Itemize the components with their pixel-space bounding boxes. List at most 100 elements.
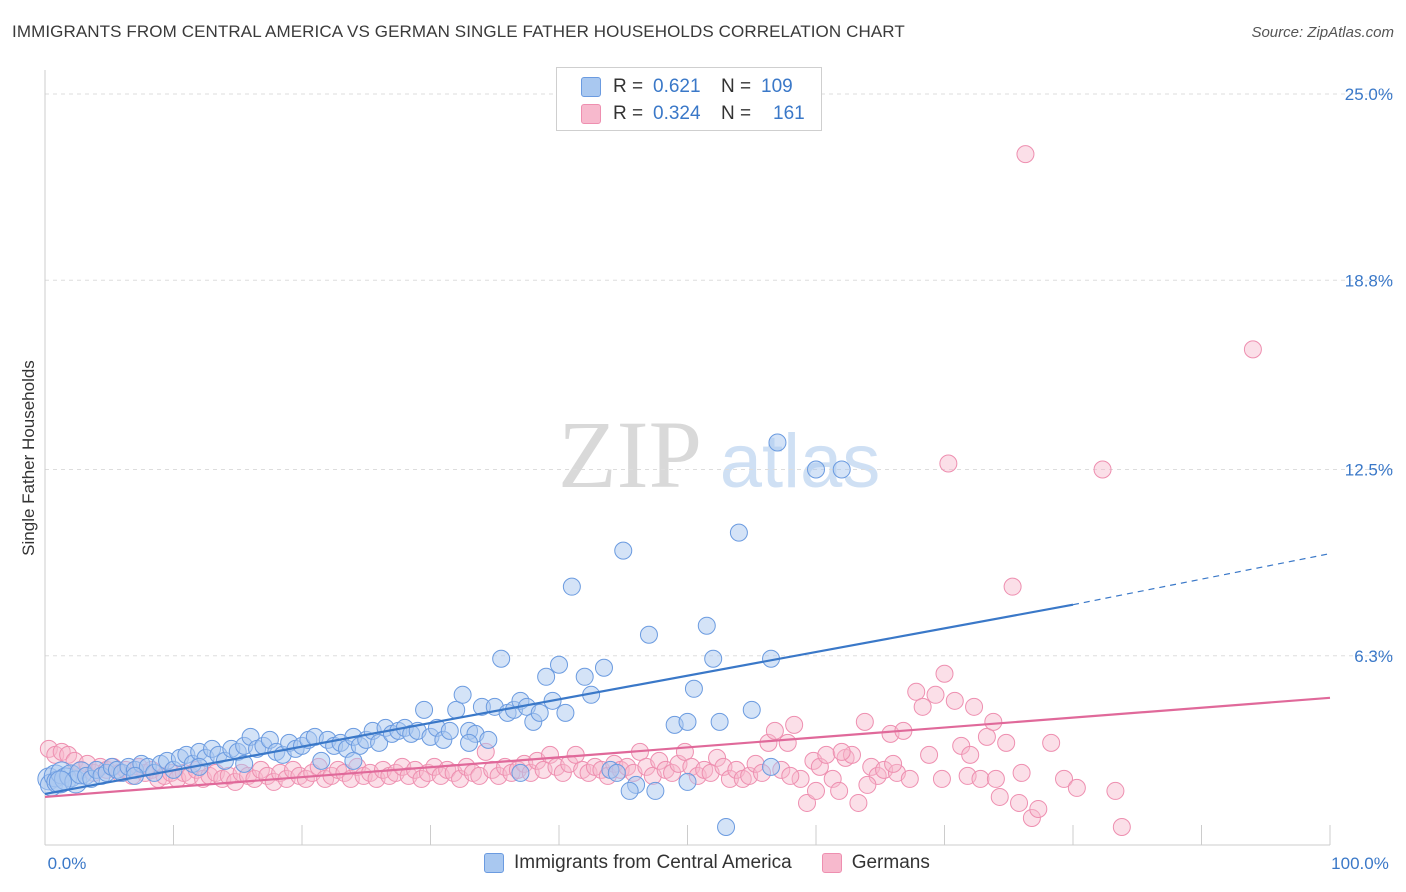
data-point-germans bbox=[986, 769, 1005, 788]
trend-line-germans bbox=[44, 696, 1331, 799]
data-point-germans bbox=[1016, 145, 1035, 164]
data-point-central-america bbox=[614, 541, 633, 560]
data-point-germans bbox=[1010, 793, 1029, 812]
data-point-germans bbox=[935, 664, 954, 683]
data-point-central-america bbox=[235, 754, 254, 773]
axis-labels: 6.3% 12.5% 18.8% 25.0% 0.0% 100.0% Single Fath… bbox=[19, 85, 1393, 873]
data-point-germans bbox=[926, 685, 945, 704]
legend-n-value: 109 bbox=[761, 76, 793, 97]
data-point-germans bbox=[842, 745, 861, 764]
legend-label-central-america: Immigrants from Central America bbox=[514, 852, 792, 873]
data-point-germans bbox=[765, 721, 784, 740]
data-point-germans bbox=[1067, 778, 1086, 797]
legend-row-central-america: R = 0.621 N = 109 bbox=[581, 74, 793, 100]
data-point-germans bbox=[990, 787, 1009, 806]
data-point-germans bbox=[1022, 808, 1041, 827]
data-point-central-america bbox=[646, 781, 665, 800]
data-point-germans bbox=[785, 715, 804, 734]
data-point-germans bbox=[1243, 340, 1262, 359]
data-point-germans bbox=[913, 697, 932, 716]
data-point-germans bbox=[798, 793, 817, 812]
correlation-legend: R = 0.621 N = 109 R = 0.324 N = 161 bbox=[556, 67, 822, 131]
legend-n-label: N = bbox=[721, 103, 752, 124]
data-point-central-america bbox=[832, 460, 851, 479]
legend-r-value: 0.324 bbox=[653, 103, 701, 124]
data-point-central-america bbox=[697, 616, 716, 635]
data-point-germans bbox=[849, 793, 868, 812]
data-point-central-america bbox=[742, 700, 761, 719]
legend-swatch-blue bbox=[484, 853, 504, 873]
data-point-germans bbox=[884, 754, 903, 773]
data-point-central-america bbox=[556, 703, 575, 722]
y-tick-label: 18.8% bbox=[1345, 271, 1393, 290]
chart-title: IMMIGRANTS FROM CENTRAL AMERICA VS GERMA… bbox=[12, 22, 905, 41]
data-point-central-america bbox=[537, 667, 556, 686]
data-point-central-america bbox=[729, 523, 748, 542]
data-point-central-america bbox=[768, 433, 787, 452]
data-point-germans bbox=[807, 781, 825, 800]
data-point-central-america bbox=[717, 817, 736, 836]
data-point-central-america bbox=[530, 703, 549, 722]
data-point-germans bbox=[1106, 781, 1125, 800]
data-point-central-america bbox=[511, 763, 530, 782]
data-point-central-america bbox=[562, 577, 581, 596]
legend-r-value: 0.621 bbox=[653, 76, 701, 97]
legend-item-central-america[interactable]: Immigrants from Central America bbox=[484, 852, 792, 874]
data-point-central-america bbox=[550, 655, 568, 674]
data-point-central-america bbox=[762, 757, 781, 776]
data-point-germans bbox=[778, 733, 797, 752]
data-point-central-america bbox=[678, 712, 697, 731]
data-point-germans bbox=[945, 691, 964, 710]
data-point-central-america bbox=[807, 460, 825, 479]
data-point-central-america bbox=[312, 751, 331, 770]
watermark-atlas: atlas bbox=[720, 419, 881, 504]
y-axis-label: Single Father Households bbox=[19, 360, 38, 556]
data-point-central-america bbox=[440, 721, 459, 740]
data-point-central-america bbox=[460, 733, 479, 752]
data-point-germans bbox=[553, 763, 572, 782]
data-point-germans bbox=[971, 769, 990, 788]
data-point-germans bbox=[781, 766, 800, 785]
legend-r-label: R = bbox=[613, 103, 644, 124]
trend-line-central-america-extension bbox=[1072, 553, 1331, 606]
data-point-germans bbox=[675, 742, 694, 761]
legend-swatch-pink bbox=[821, 853, 842, 873]
data-point-central-america bbox=[684, 679, 703, 698]
data-point-germans bbox=[920, 745, 939, 764]
data-point-central-america bbox=[479, 730, 498, 749]
data-point-germans bbox=[997, 733, 1016, 752]
legend-label-germans: Germans bbox=[851, 852, 930, 873]
legend-n-label: N = bbox=[721, 76, 752, 97]
data-point-germans bbox=[907, 682, 926, 701]
data-point-central-america bbox=[453, 685, 472, 704]
data-point-central-america bbox=[48, 770, 72, 794]
data-point-germans bbox=[952, 736, 971, 755]
legend-n-value: 161 bbox=[773, 103, 805, 124]
data-point-germans bbox=[663, 763, 682, 782]
data-point-germans bbox=[858, 775, 877, 794]
data-point-germans bbox=[965, 697, 984, 716]
axes bbox=[44, 70, 1331, 846]
legend-item-germans[interactable]: Germans bbox=[821, 852, 930, 874]
data-point-central-america bbox=[492, 649, 511, 668]
y-tick-label: 12.5% bbox=[1345, 461, 1393, 480]
data-point-germans bbox=[932, 769, 951, 788]
x-tick-label: 0.0% bbox=[48, 854, 87, 873]
data-point-central-america bbox=[415, 700, 434, 719]
trend-line-central-america bbox=[44, 603, 1074, 796]
data-point-germans bbox=[1003, 577, 1022, 596]
central-america-points bbox=[37, 433, 851, 836]
data-point-germans bbox=[1112, 817, 1131, 836]
data-point-germans bbox=[1042, 733, 1061, 752]
watermark-zip: ZIP bbox=[558, 401, 702, 508]
data-point-germans bbox=[939, 454, 958, 473]
data-point-central-america bbox=[594, 658, 613, 677]
data-point-germans bbox=[1093, 460, 1112, 479]
data-point-central-america bbox=[704, 649, 723, 668]
legend-r-label: R = bbox=[613, 76, 644, 97]
data-point-central-america bbox=[607, 763, 626, 782]
data-point-central-america bbox=[447, 700, 466, 719]
legend-swatch-pink bbox=[581, 104, 601, 124]
series-legend: Immigrants from Central America Germans bbox=[484, 852, 960, 874]
